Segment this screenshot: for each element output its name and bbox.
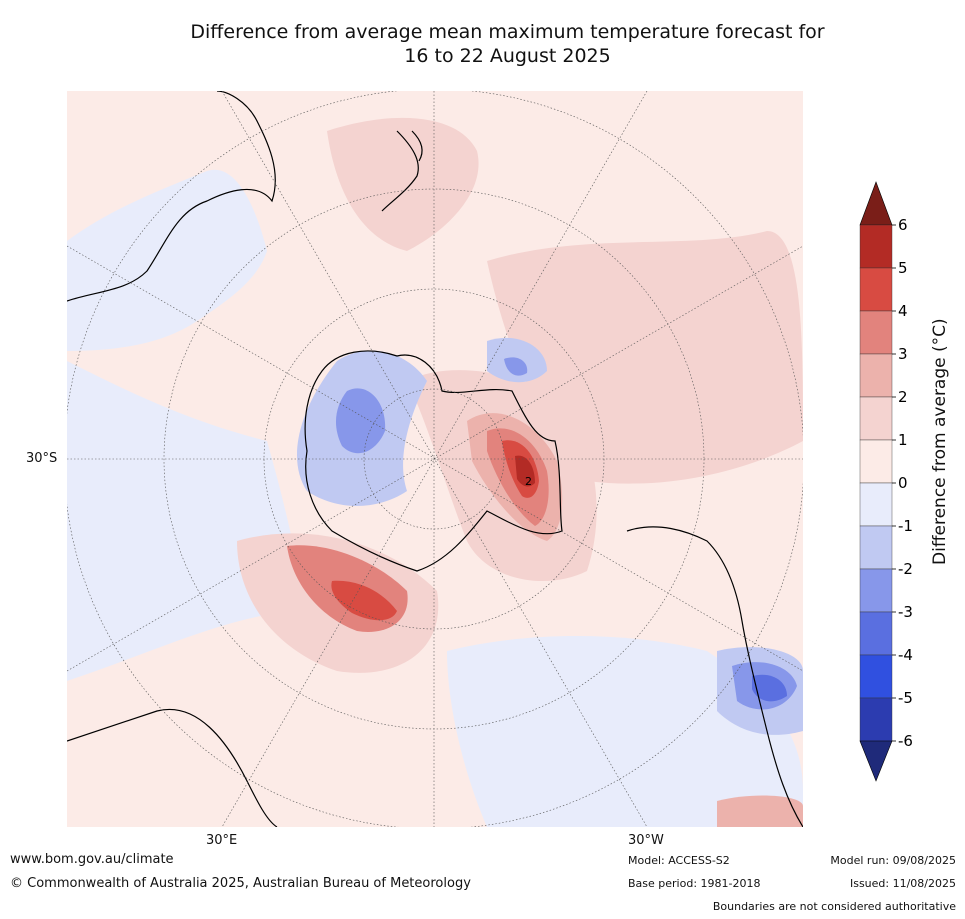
region-ocean-warm-4 — [331, 580, 397, 621]
colorbar-tick-label: 0 — [898, 474, 908, 492]
footer-url[interactable]: www.bom.gov.au/climate — [10, 852, 174, 867]
colorbar-swatch — [859, 267, 893, 312]
colorbar-tick-label: 2 — [898, 388, 908, 406]
colorbar-tick-label: 5 — [898, 259, 908, 277]
colorbar-extend-max — [859, 181, 893, 226]
region-antarctica-colder — [335, 388, 386, 454]
longitude-label-east: 30°E — [206, 833, 238, 848]
new-zealand-coastline — [381, 130, 423, 212]
colorbar-label: Difference from average (°C) — [930, 318, 950, 565]
colorbar-tick-label: -4 — [898, 646, 913, 664]
colorbar-tick-label: 3 — [898, 345, 908, 363]
title-line-2: 16 to 22 August 2025 — [404, 45, 611, 67]
colorbar-tick-label: -6 — [898, 732, 913, 750]
colorbar-swatch — [859, 439, 893, 484]
colorbar-tick-label: -3 — [898, 603, 913, 621]
footer-model: Model: ACCESS-S2 — [628, 854, 730, 867]
south-america-coastline — [626, 526, 804, 828]
region-south-america-south-warm — [717, 795, 803, 827]
colorbar-swatches — [859, 181, 893, 782]
map-title: Difference from average mean maximum tem… — [60, 20, 955, 68]
colorbar-tick-label: 4 — [898, 302, 908, 320]
colorbar: 6 5 4 3 2 1 0 -1 -2 -3 -4 -5 -6 — [855, 180, 965, 785]
colorbar-tick-label: -5 — [898, 689, 913, 707]
map-canvas: 2 — [63, 88, 805, 830]
region-south-america-coldest — [752, 674, 787, 702]
colorbar-ticks: 6 5 4 3 2 1 0 -1 -2 -3 -4 -5 -6 — [892, 216, 913, 750]
colorbar-swatch — [859, 525, 893, 570]
colorbar-swatch — [859, 396, 893, 441]
colorbar-swatch — [859, 654, 893, 699]
footer-model-run: Model run: 09/08/2025 — [830, 854, 956, 867]
region-peninsula-warm-5 — [515, 455, 535, 487]
colorbar-tick-label: 1 — [898, 431, 908, 449]
colorbar-svg: 6 5 4 3 2 1 0 -1 -2 -3 -4 -5 -6 — [859, 181, 913, 782]
footer-issued: Issued: 11/08/2025 — [849, 877, 956, 890]
colorbar-swatch — [859, 224, 893, 269]
colorbar-swatch — [859, 697, 893, 742]
colorbar-tick-label: -1 — [898, 517, 913, 535]
colorbar-swatch — [859, 482, 893, 527]
colorbar-swatch — [859, 611, 893, 656]
longitude-label-west: 30°W — [628, 833, 664, 848]
colorbar-swatch — [859, 353, 893, 398]
colorbar-swatch — [859, 310, 893, 355]
forecast-map: 2 — [63, 88, 805, 830]
colorbar-tick-label: -2 — [898, 560, 913, 578]
region-nz-warm — [327, 117, 479, 251]
colorbar-tick-label: 6 — [898, 216, 908, 234]
region-south-pacific-cool — [447, 636, 803, 827]
title-line-1: Difference from average mean maximum tem… — [190, 21, 825, 43]
footer-disclaimer: Boundaries are not considered authoritat… — [712, 900, 956, 913]
australia-coastline — [66, 90, 276, 302]
latitude-label: 30°S — [26, 451, 58, 466]
colorbar-swatch — [859, 568, 893, 613]
contour-label: 2 — [525, 475, 532, 488]
footer-copyright: © Commonwealth of Australia 2025, Austra… — [10, 876, 471, 891]
colorbar-extend-min — [859, 740, 893, 782]
footer-base-period: Base period: 1981-2018 — [628, 877, 761, 890]
region-weddell-colder — [504, 357, 528, 376]
region-indian-ocean-cool — [67, 169, 267, 351]
antarctica-coastline — [304, 350, 563, 572]
africa-coastline — [66, 708, 278, 828]
region-west-cool — [67, 361, 307, 681]
